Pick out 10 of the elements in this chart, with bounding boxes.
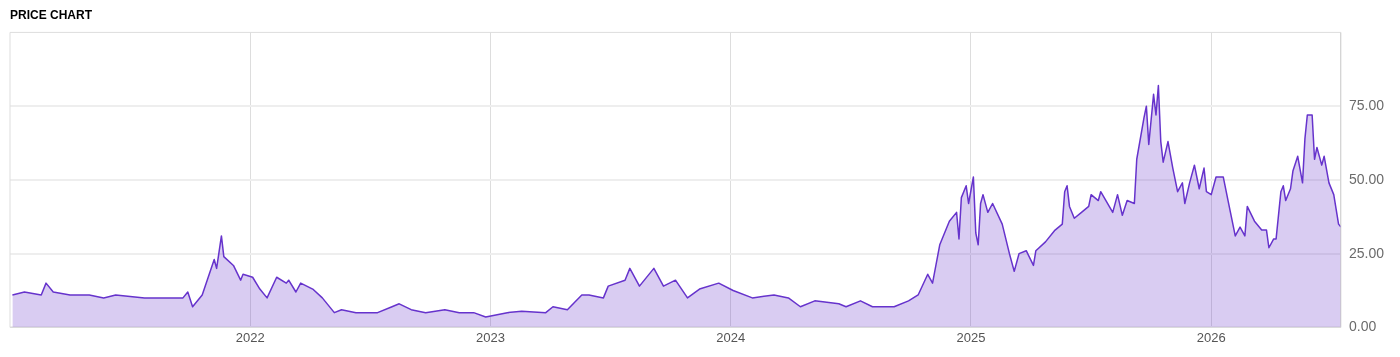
x-tick-label: 2025 [956, 329, 986, 345]
y-tick-label: 75.00 [1348, 97, 1385, 114]
x-tick-label: 2023 [476, 329, 505, 345]
x-tick-label: 2022 [235, 329, 265, 345]
y-tick-label: 25.00 [1348, 244, 1385, 261]
x-tick-label: 2026 [1196, 329, 1226, 345]
x-tick-label: 2024 [716, 329, 746, 345]
y-tick-label: 50.00 [1348, 170, 1385, 187]
chart-title: PRICE CHART [10, 7, 93, 22]
y-tick-label: 0.00 [1348, 318, 1377, 335]
